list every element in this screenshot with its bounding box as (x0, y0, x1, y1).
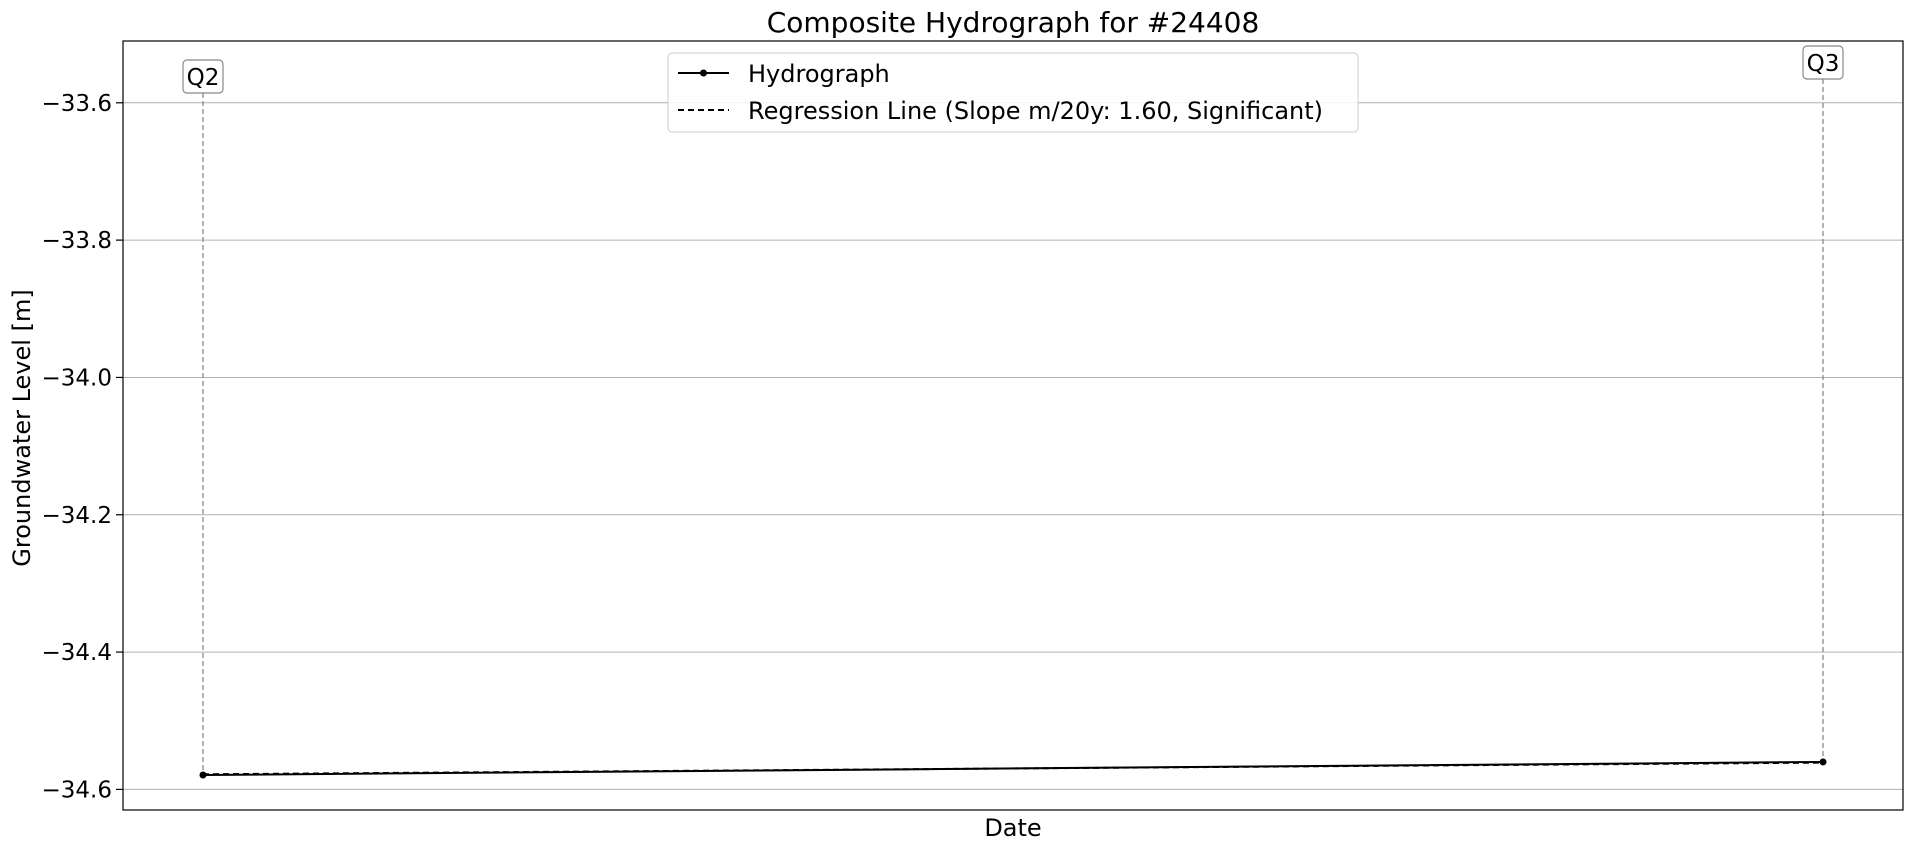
y-tick-label: −33.8 (42, 228, 112, 254)
y-tick-label: −34.2 (42, 503, 112, 529)
hydrograph-point (1819, 758, 1827, 766)
plot-area-frame (122, 40, 1904, 811)
regression-line (202, 761, 1824, 776)
quarter-label: Q3 (1807, 51, 1840, 77)
y-tick-label: −33.6 (42, 91, 112, 117)
legend-hydrograph-label: Hydrograph (748, 60, 890, 88)
y-axis-ticks: −33.6 −33.8 −34.0 −34.2 −34.4 −34.6 (42, 91, 123, 803)
x-axis-label: Date (984, 814, 1041, 842)
chart-title: Composite Hydrograph for #24408 (767, 6, 1260, 39)
hydrograph-point (199, 771, 207, 779)
legend-hydrograph-marker (700, 69, 707, 77)
legend-box (667, 52, 1359, 133)
y-tick-label: −34.6 (42, 777, 112, 803)
chart-legend: Hydrograph Regression Line (Slope m/20y:… (667, 52, 1359, 133)
legend-regression-label: Regression Line (Slope m/20y: 1.60, Sign… (748, 97, 1323, 125)
quarter-annotations: Q2 Q3 (182, 45, 1844, 775)
y-tick-label: −34.0 (42, 365, 112, 391)
y-tick-label: −34.4 (42, 640, 112, 666)
y-axis-label: Groundwater Level [m] (8, 289, 36, 566)
data-series (199, 758, 1827, 779)
quarter-label-box (1802, 45, 1844, 80)
quarter-label: Q2 (187, 65, 220, 91)
grid-lines (123, 102, 1903, 790)
quarter-label-box (182, 59, 224, 94)
